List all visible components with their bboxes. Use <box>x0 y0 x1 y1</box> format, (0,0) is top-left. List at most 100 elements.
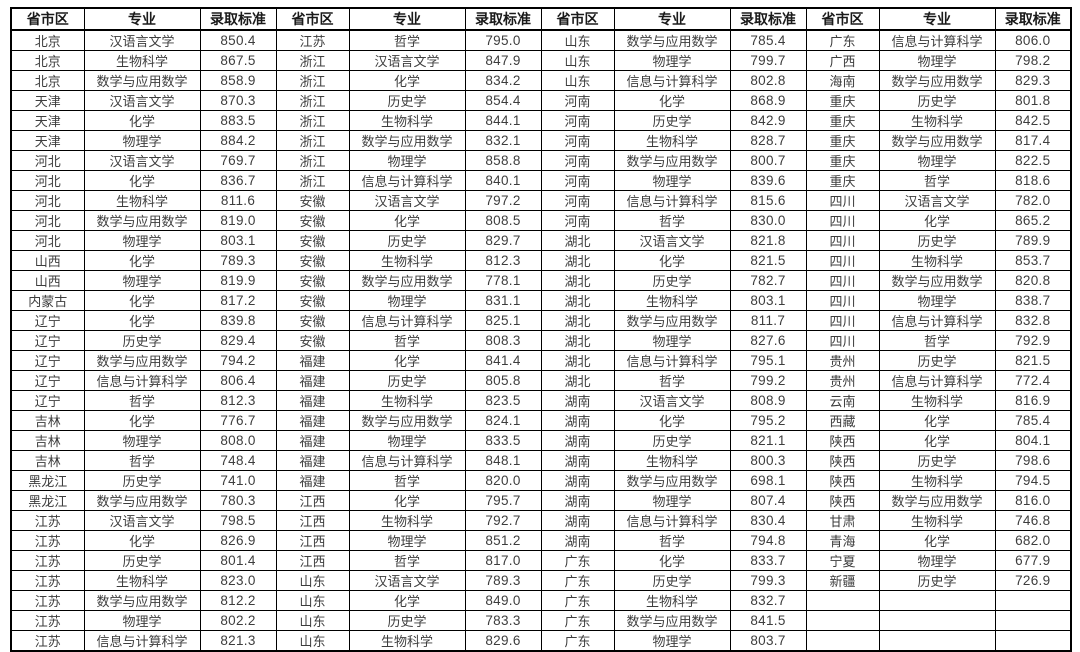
cell-major: 化学 <box>878 530 996 551</box>
cell-score: 828.7 <box>729 130 807 151</box>
cell-province: 浙江 <box>275 150 350 171</box>
table-row: 北京 数学与应用数学 858.9 浙江 化学 834.2 山东 信息与计算科学 802.8 海南数… <box>10 70 1072 91</box>
cell-province: 海南 <box>805 70 880 91</box>
table-row: 黑龙江 历史学 741.0 福建 哲学 820.0 湖南 数学与应用数学 698.1 陕西 生物科学… <box>10 470 1072 491</box>
cell-score: 870.3 <box>199 90 277 111</box>
cell-score: 821.3 <box>199 630 277 652</box>
cell-score: 821.5 <box>994 350 1072 371</box>
column-header-major: 专业 <box>348 7 466 31</box>
cell-province: 天津 <box>10 90 85 111</box>
cell-major: 物理学 <box>613 170 731 191</box>
table-body: 北京 汉语言文学 850.4 江苏 哲学 795.0 山东 数学与应用数学 785.4 广东 信息与… <box>10 29 1072 652</box>
cell-province: 湖南 <box>540 490 615 511</box>
column-header-major: 专业 <box>613 7 731 31</box>
table-row: 辽宁 化学 839.8 安徽 信息与计算科学 825.1 湖北 数学与应用数学 811.7 四川信… <box>10 310 1072 331</box>
cell-province: 福建 <box>275 390 350 411</box>
cell-score: 817.2 <box>199 290 277 311</box>
cell-province: 湖北 <box>540 330 615 351</box>
cell-province: 安徽 <box>275 330 350 351</box>
cell-score: 808.9 <box>729 390 807 411</box>
cell-province: 湖南 <box>540 450 615 471</box>
cell-major: 物理学 <box>83 230 201 251</box>
cell-score: 799.3 <box>729 570 807 591</box>
cell-score: 819.9 <box>199 270 277 291</box>
cell-score: 821.8 <box>729 230 807 251</box>
cell-major: 历史学 <box>878 350 996 371</box>
cell-province: 内蒙古 <box>10 290 85 311</box>
cell-province: 江苏 <box>10 630 85 652</box>
cell-major: 生物科学 <box>878 250 996 271</box>
cell-score: 794.5 <box>994 470 1072 491</box>
cell-major: 数学与应用数学 <box>83 70 201 91</box>
cell-major: 数学与应用数学 <box>878 270 996 291</box>
cell-major: 化学 <box>83 110 201 131</box>
cell-province: 江苏 <box>275 29 350 51</box>
cell-province: 吉林 <box>10 450 85 471</box>
cell-score: 799.2 <box>729 370 807 391</box>
cell-province: 重庆 <box>805 170 880 191</box>
cell-major: 历史学 <box>348 610 466 631</box>
cell-score: 792.7 <box>464 510 542 531</box>
table-row: 江苏 物理学 802.2 山东 历史学 783.3 广东 数学与应用数学 841.5 <box>10 610 1072 631</box>
cell-major: 哲学 <box>348 470 466 491</box>
cell-province: 甘肃 <box>805 510 880 531</box>
cell-score: 847.9 <box>464 50 542 71</box>
cell-province: 四川 <box>805 290 880 311</box>
cell-score: 698.1 <box>729 470 807 491</box>
cell-major: 化学 <box>878 410 996 431</box>
cell-major: 哲学 <box>613 530 731 551</box>
column-header-province: 省市区 <box>540 7 615 31</box>
cell-score: 785.4 <box>994 410 1072 431</box>
table-row: 吉林 化学 776.7 福建 数学与应用数学 824.1 湖南 化学 795.2 西藏 化学 785.… <box>10 410 1072 431</box>
header-row: 省市区 专业 录取标准 省市区 专业 录取标准 省市区 专业 录取标准 省市区 专业 录取标准 <box>10 7 1072 31</box>
cell-major: 信息与计算科学 <box>613 190 731 211</box>
cell-province: 江西 <box>275 530 350 551</box>
cell-province: 福建 <box>275 410 350 431</box>
table-row: 河北 数学与应用数学 819.0 安徽 化学 808.5 河南 哲学 830.0 四川 化学 865.… <box>10 210 1072 231</box>
cell-major: 历史学 <box>348 370 466 391</box>
cell-major: 物理学 <box>613 50 731 71</box>
cell-major: 汉语言文学 <box>613 390 731 411</box>
cell-score: 839.8 <box>199 310 277 331</box>
cell-province: 陕西 <box>805 430 880 451</box>
cell-major: 生物科学 <box>348 390 466 411</box>
cell-score: 829.6 <box>464 630 542 652</box>
cell-major: 汉语言文学 <box>83 150 201 171</box>
cell-major: 数学与应用数学 <box>878 130 996 151</box>
cell-province: 河北 <box>10 210 85 231</box>
cell-province <box>805 630 880 652</box>
cell-major: 历史学 <box>83 470 201 491</box>
cell-province: 河北 <box>10 170 85 191</box>
cell-score: 850.4 <box>199 29 277 51</box>
cell-major: 生物科学 <box>613 290 731 311</box>
cell-province: 湖北 <box>540 310 615 331</box>
table-row: 河北 化学 836.7 浙江 信息与计算科学 840.1 河南 物理学 839.6 重庆 哲学 818… <box>10 170 1072 191</box>
table-row: 江苏 信息与计算科学 821.3 山东 生物科学 829.6 广东 物理学 803.7 <box>10 630 1072 652</box>
cell-score: 803.7 <box>729 630 807 652</box>
cell-score: 821.5 <box>729 250 807 271</box>
cell-province: 浙江 <box>275 130 350 151</box>
column-header-score: 录取标准 <box>729 7 807 31</box>
cell-province: 河南 <box>540 110 615 131</box>
cell-province: 河南 <box>540 150 615 171</box>
cell-major: 汉语言文学 <box>348 570 466 591</box>
cell-province: 陕西 <box>805 450 880 471</box>
cell-score: 682.0 <box>994 530 1072 551</box>
cell-province: 贵州 <box>805 350 880 371</box>
cell-major: 化学 <box>348 490 466 511</box>
cell-province: 湖北 <box>540 350 615 371</box>
cell-province: 河南 <box>540 170 615 191</box>
cell-major: 历史学 <box>878 570 996 591</box>
cell-score: 812.3 <box>464 250 542 271</box>
cell-score: 853.7 <box>994 250 1072 271</box>
cell-province: 重庆 <box>805 90 880 111</box>
cell-province: 黑龙江 <box>10 490 85 511</box>
cell-score: 865.2 <box>994 210 1072 231</box>
cell-major: 数学与应用数学 <box>348 410 466 431</box>
cell-major: 化学 <box>83 250 201 271</box>
cell-score: 794.2 <box>199 350 277 371</box>
cell-province <box>805 610 880 631</box>
cell-score: 827.6 <box>729 330 807 351</box>
cell-score: 830.4 <box>729 510 807 531</box>
cell-major: 哲学 <box>348 29 466 51</box>
